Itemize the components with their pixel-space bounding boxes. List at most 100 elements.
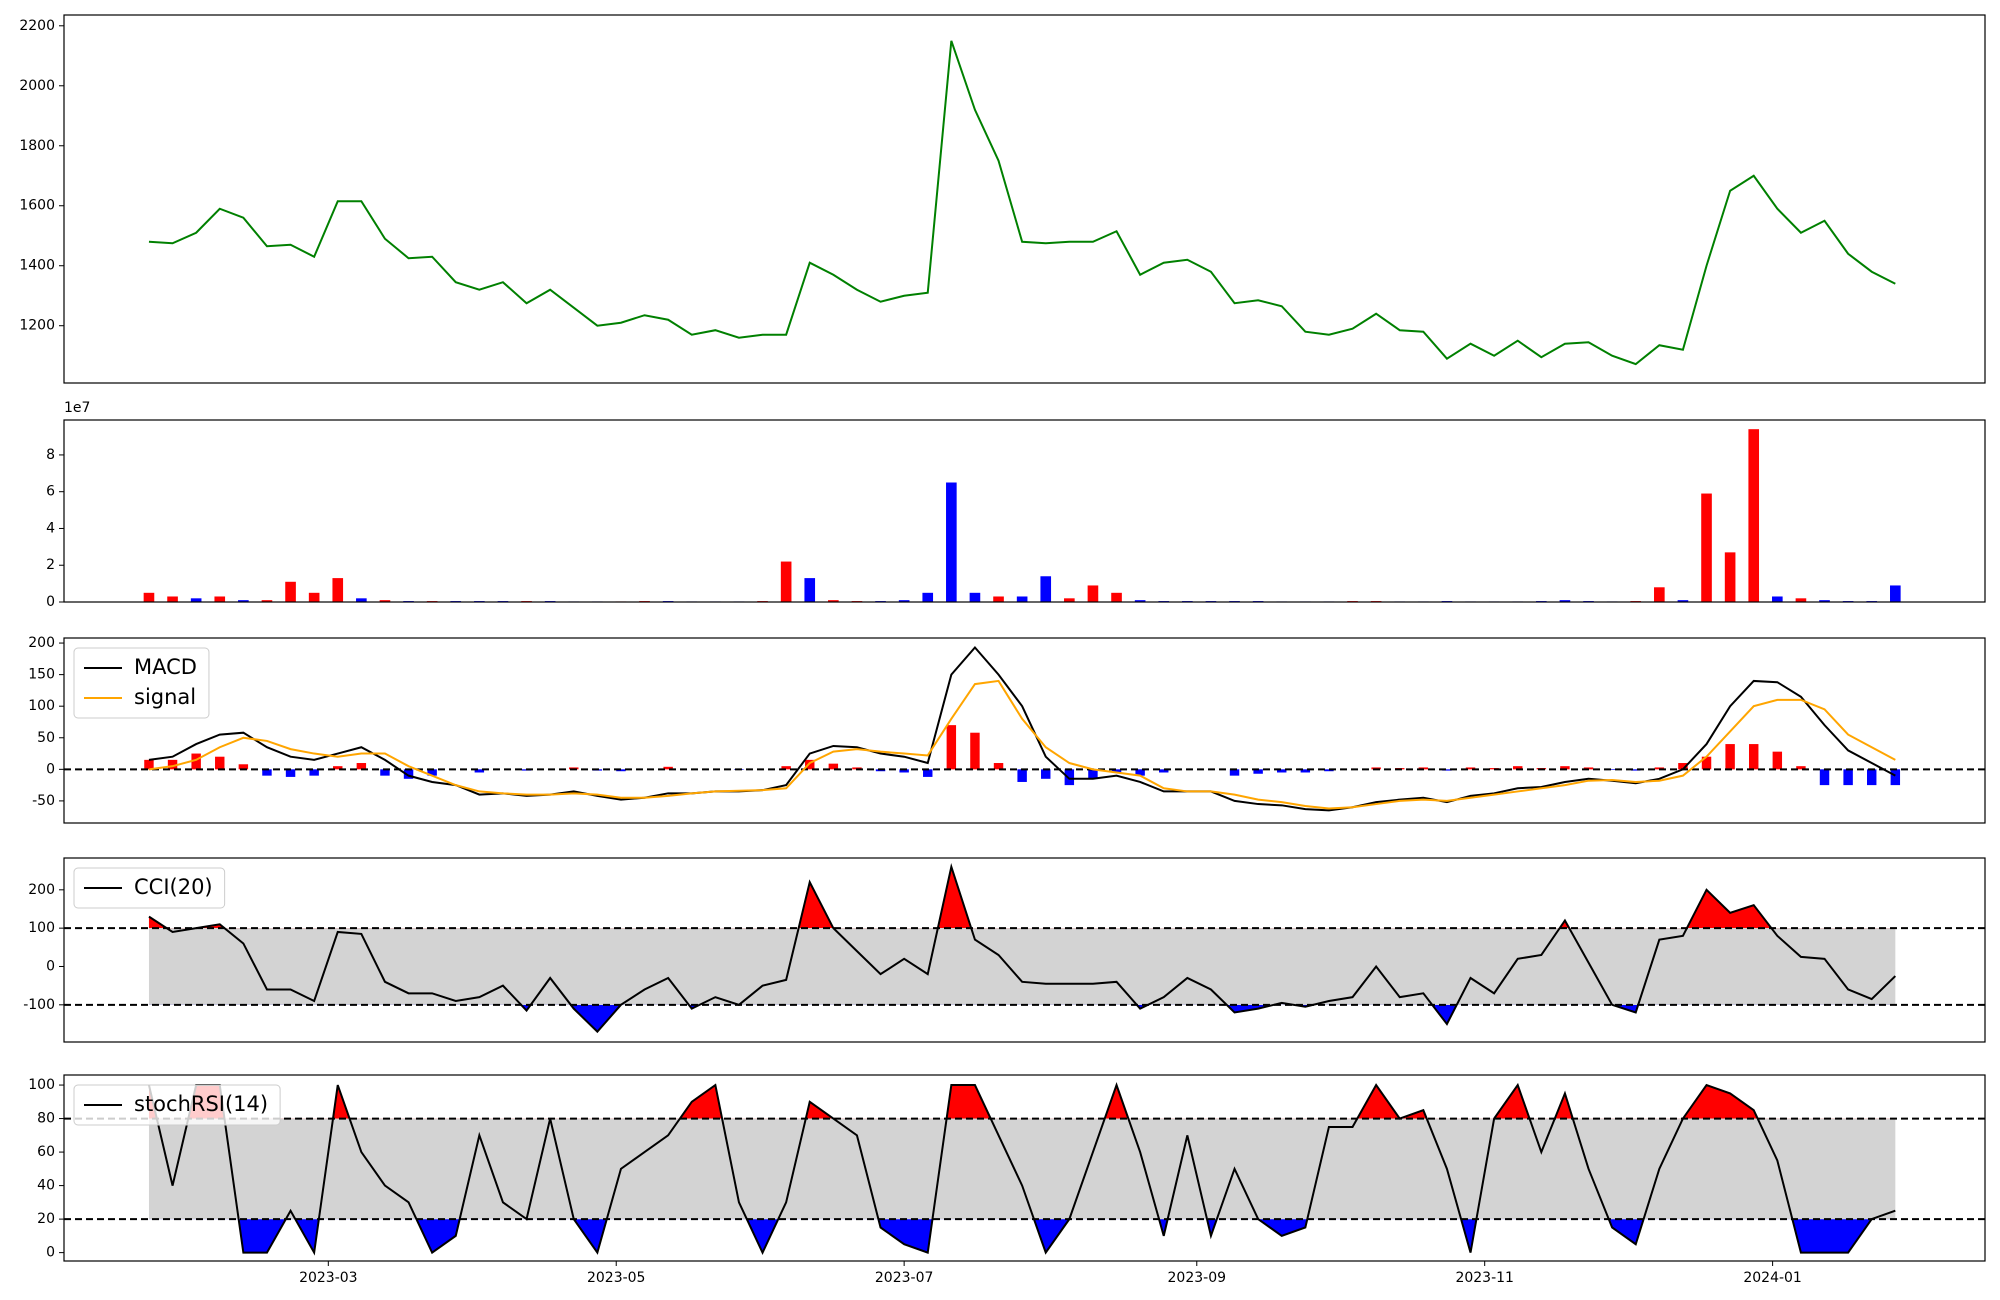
y-tick-label: 2 bbox=[46, 557, 55, 573]
histogram-bar bbox=[356, 763, 367, 770]
histogram-bar bbox=[1324, 769, 1334, 772]
oversold-fill bbox=[148, 1004, 1896, 1032]
neutral-band bbox=[148, 1118, 1896, 1220]
volume-bar bbox=[946, 482, 957, 602]
histogram-bar bbox=[1135, 769, 1145, 776]
y-tick-label: 20 bbox=[37, 1211, 55, 1227]
y-tick-label: 200 bbox=[28, 882, 55, 898]
x-tick-label: 2023-11 bbox=[1455, 1270, 1514, 1286]
axes-frame bbox=[63, 419, 1986, 603]
histogram-bar bbox=[1560, 766, 1570, 770]
histogram-bar bbox=[1064, 769, 1075, 786]
y-tick-label: 60 bbox=[37, 1144, 55, 1160]
x-tick-label: 2024-01 bbox=[1743, 1270, 1802, 1286]
volume-bar bbox=[804, 578, 816, 602]
y-tick-label: 4 bbox=[46, 520, 55, 536]
histogram-bar bbox=[1442, 769, 1452, 771]
y-tick-label: 2000 bbox=[19, 78, 55, 94]
histogram-bar bbox=[238, 764, 249, 770]
volume-bar bbox=[1087, 585, 1099, 602]
histogram-bar bbox=[1017, 769, 1027, 782]
histogram-bar bbox=[993, 763, 1004, 770]
histogram-bar bbox=[309, 769, 319, 776]
volume-bar bbox=[167, 596, 178, 602]
y-tick-label: 100 bbox=[28, 1077, 55, 1093]
histogram-bar bbox=[1277, 769, 1287, 773]
volume-bar bbox=[1772, 596, 1783, 602]
y-tick-label: 0 bbox=[46, 761, 55, 777]
x-tick-label: 2023-09 bbox=[1168, 1270, 1227, 1286]
y-tick-label: 1800 bbox=[19, 138, 55, 154]
histogram-bar bbox=[1725, 744, 1735, 770]
y-tick-label: 8 bbox=[46, 447, 55, 463]
volume-bar bbox=[1701, 493, 1712, 602]
histogram-bar bbox=[946, 725, 957, 770]
histogram-bar bbox=[474, 769, 485, 773]
y-tick-label: 50 bbox=[37, 730, 55, 746]
y-tick-label: 6 bbox=[46, 484, 55, 500]
legend-box bbox=[73, 1084, 281, 1126]
volume-bar bbox=[261, 600, 273, 602]
histogram-bar bbox=[1749, 744, 1759, 770]
y-tick-label: -50 bbox=[32, 793, 55, 809]
volume-bar bbox=[1559, 600, 1571, 602]
legend-box bbox=[73, 647, 210, 719]
axes-frame bbox=[63, 14, 1986, 384]
histogram-bar bbox=[1300, 769, 1311, 773]
histogram-bar bbox=[285, 769, 296, 777]
volume-bar bbox=[1134, 600, 1146, 602]
volume-bar bbox=[1819, 600, 1830, 602]
histogram-bar bbox=[1867, 769, 1877, 786]
legend-label: stochRSI(14) bbox=[134, 1092, 268, 1116]
axes-frame bbox=[63, 637, 1986, 824]
x-tick-label: 2023-03 bbox=[299, 1270, 358, 1286]
volume-bar bbox=[332, 578, 344, 602]
series-line bbox=[148, 645, 1896, 812]
volume-bar bbox=[356, 598, 367, 602]
price-line bbox=[148, 40, 1896, 366]
y-tick-label: 200 bbox=[28, 635, 55, 651]
histogram-bar bbox=[403, 769, 414, 779]
volume-bar bbox=[379, 600, 391, 602]
y-tick-label: 0 bbox=[46, 594, 55, 610]
y-tick-label: 2200 bbox=[19, 18, 55, 34]
histogram-bar bbox=[1229, 769, 1240, 776]
overbought-fill bbox=[148, 866, 1896, 929]
histogram-bar bbox=[1843, 769, 1853, 786]
volume-bar bbox=[780, 561, 792, 602]
volume-bar bbox=[1016, 596, 1028, 602]
histogram-bar bbox=[805, 759, 815, 770]
series-line bbox=[147, 1082, 1896, 1256]
histogram-bar bbox=[828, 763, 839, 770]
y-tick-label: 1400 bbox=[19, 258, 55, 274]
volume-bar bbox=[1724, 552, 1736, 602]
histogram-bar bbox=[1819, 769, 1830, 786]
volume-bar bbox=[898, 600, 910, 602]
y-tick-label: 80 bbox=[37, 1111, 55, 1127]
x-tick-label: 2023-07 bbox=[875, 1270, 934, 1286]
histogram-bar bbox=[167, 759, 178, 770]
histogram-bar bbox=[380, 769, 390, 776]
volume-bar bbox=[1795, 598, 1807, 602]
histogram-bar bbox=[1678, 763, 1688, 770]
offset-label: 1e7 bbox=[64, 400, 90, 416]
axes-frame bbox=[63, 1074, 1986, 1262]
histogram-bar bbox=[1465, 767, 1476, 770]
x-tick-label: 2023-05 bbox=[587, 1270, 646, 1286]
y-tick-label: 100 bbox=[28, 698, 55, 714]
overbought-fill bbox=[148, 1085, 1758, 1119]
histogram-bar bbox=[333, 766, 343, 770]
histogram-bar bbox=[923, 769, 933, 777]
volume-bar bbox=[922, 592, 934, 602]
legend-box bbox=[73, 867, 226, 909]
legend-label: CCI(20) bbox=[134, 875, 213, 899]
volume-bar bbox=[1040, 576, 1052, 602]
histogram-bar bbox=[663, 766, 673, 770]
histogram-bar bbox=[970, 732, 980, 770]
axes-frame bbox=[63, 857, 1986, 1043]
histogram-bar bbox=[899, 769, 909, 773]
histogram-bar bbox=[262, 769, 272, 776]
volume-bar bbox=[1890, 585, 1901, 602]
histogram-bar bbox=[1890, 769, 1901, 786]
